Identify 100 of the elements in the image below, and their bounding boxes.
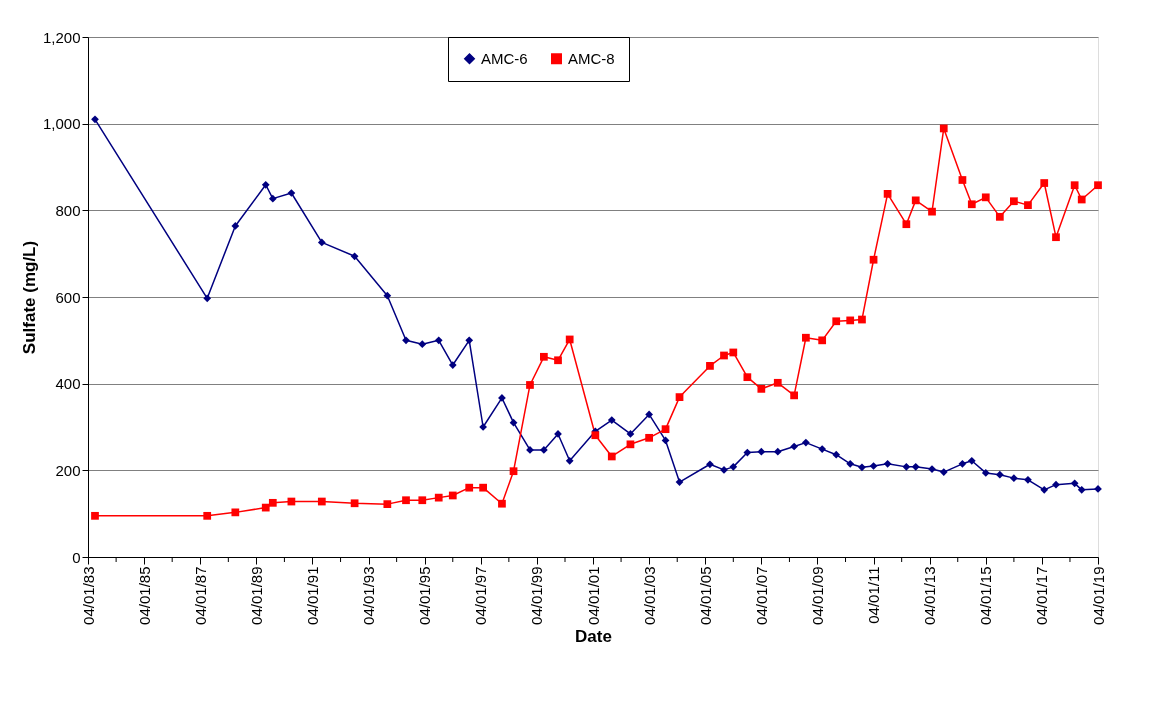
point [675,393,684,401]
point [661,436,670,445]
point [911,462,920,471]
x-tick-label: 04/01/05 [696,566,714,625]
x-tick-label: 04/01/89 [247,566,265,625]
y-tick-label: 800 [55,201,81,219]
point [268,194,277,203]
point [995,212,1004,221]
point [402,336,410,345]
point [802,333,810,342]
point [565,456,574,465]
point [757,384,766,393]
x-tick-label: 04/01/93 [360,566,378,625]
point [231,222,240,230]
point [706,460,714,469]
point [261,180,270,189]
point [939,124,948,133]
point [434,493,443,502]
x-tick-label: 04/01/95 [416,566,434,625]
point [479,483,487,492]
y-tick-label: 600 [55,288,81,306]
point [350,252,359,261]
point [350,499,359,508]
point [509,467,518,476]
y-tick-label: 0 [72,548,81,566]
point [383,500,392,509]
point [858,315,866,324]
point [434,336,443,345]
point [607,452,616,461]
point [858,463,866,472]
point [802,438,810,447]
point [869,462,878,470]
point [465,336,474,345]
point [1010,474,1018,483]
point [729,462,738,471]
point [818,336,827,345]
point [268,498,277,507]
x-tick-label: 04/01/85 [135,566,153,625]
point [1052,480,1060,489]
point [645,410,653,419]
point [540,446,548,454]
point [565,335,574,344]
y-axis-title: Sulfate (mg/L) [19,240,39,355]
point [1077,485,1086,494]
point [626,440,635,449]
point [402,496,410,505]
point [498,499,506,508]
point [1040,179,1049,187]
point [626,430,635,438]
point [1052,233,1060,242]
point [883,459,892,468]
y-tick-label: 1,000 [42,115,81,133]
point [706,362,714,370]
x-tick-label: 04/01/91 [303,566,321,625]
point [418,496,427,505]
x-tick-label: 04/01/17 [1033,566,1051,625]
point [902,220,911,229]
point [773,447,782,456]
point [832,450,841,459]
point [591,431,600,440]
point [526,381,534,389]
point [203,294,212,303]
point [995,470,1004,479]
point [1070,181,1079,190]
point [645,433,653,442]
point [554,356,562,365]
point [818,445,827,453]
y-tick-label: 400 [55,375,81,393]
x-axis-title: Date [575,626,612,646]
y-tick-label: 200 [55,461,81,479]
point [883,189,892,198]
point [465,483,474,492]
point [928,207,936,216]
point [869,255,878,264]
point [448,361,457,369]
point [675,478,684,486]
x-tick-label: 04/01/15 [977,566,995,625]
point [720,351,728,360]
point [1040,485,1049,494]
point [790,391,799,400]
point [91,511,99,520]
point [911,196,920,205]
point [540,352,548,361]
x-tick-label: 04/01/87 [191,566,209,625]
point [1070,479,1079,488]
point [1010,197,1018,206]
legend-label: AMC-8 [568,49,615,67]
x-tick-label: 04/01/99 [528,566,546,625]
x-tick-label: 04/01/11 [865,566,883,624]
point [790,442,799,451]
x-tick-label: 04/01/97 [472,566,490,625]
point [203,511,212,520]
point [958,459,967,468]
y-tick-label: 1,200 [42,28,81,46]
point [773,378,782,387]
point [1077,195,1086,204]
point [729,348,738,357]
point [846,459,855,468]
point [231,508,240,517]
x-tick-label: 04/01/07 [752,566,770,625]
